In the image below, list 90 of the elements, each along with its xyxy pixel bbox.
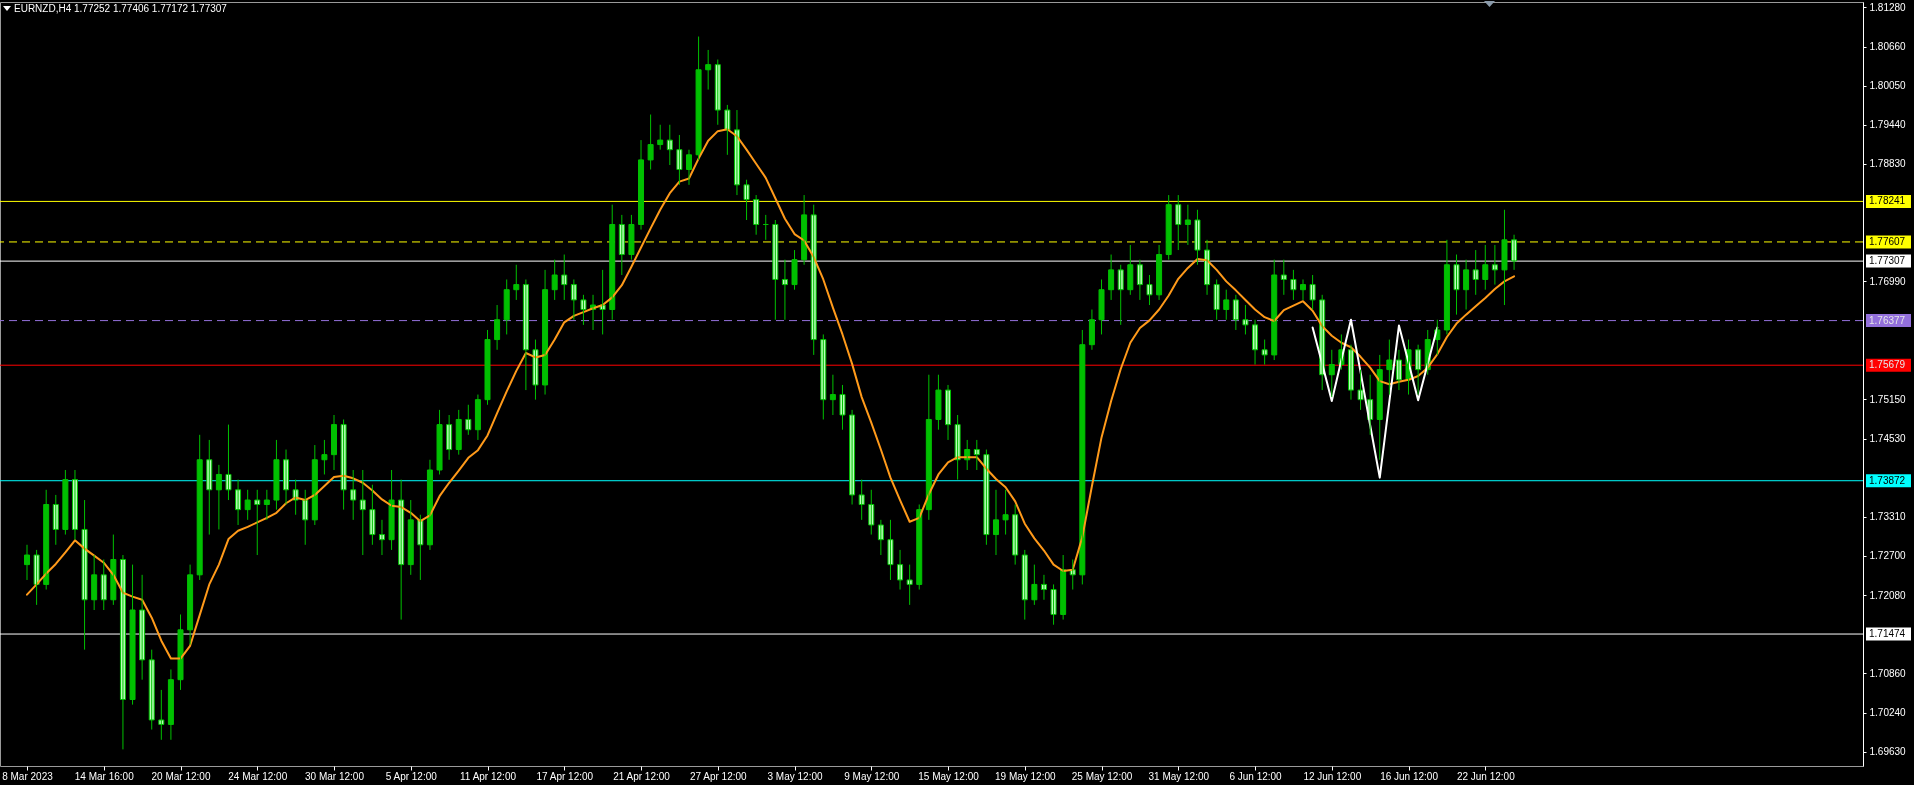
candlestick [273, 439, 280, 511]
candlestick [532, 339, 539, 401]
candlestick [1280, 259, 1287, 296]
candlestick [935, 374, 942, 431]
candlestick [1290, 269, 1297, 301]
x-tick-label: 21 Apr 12:00 [613, 770, 671, 782]
y-tick-label: 1.76990 [1869, 275, 1907, 287]
candlestick [321, 439, 328, 475]
candlestick [1098, 278, 1105, 335]
candlestick [1501, 209, 1508, 306]
candlestick [388, 469, 395, 551]
candlestick [1194, 209, 1201, 266]
candlestick [724, 104, 731, 156]
candlestick [1050, 583, 1057, 626]
ref-line-label: 1.78241 [1869, 195, 1906, 207]
x-tick-label: 11 Apr 12:00 [460, 770, 517, 782]
candlestick [1261, 339, 1268, 365]
x-tick-label: 17 Apr 12:00 [536, 770, 594, 782]
x-tick-label: 5 Apr 12:00 [385, 770, 438, 782]
ref-line-label: 1.71474 [1869, 628, 1906, 640]
candlestick [350, 469, 357, 521]
chart-title: EURNZD,H4 1.77252 1.77406 1.77172 1.77307 [14, 3, 228, 14]
candlestick [158, 689, 165, 741]
y-tick-label: 1.69630 [1869, 746, 1907, 758]
y-tick-label: 1.78830 [1869, 158, 1907, 170]
x-tick-label: 15 May 12:00 [918, 770, 980, 782]
candlestick [484, 329, 491, 406]
y-tick-label: 1.74530 [1869, 433, 1907, 445]
x-tick-label: 25 May 12:00 [1071, 770, 1133, 782]
x-tick-label: 22 Jun 12:00 [1456, 770, 1516, 782]
y-tick-label: 1.81280 [1869, 1, 1907, 13]
candlestick [1146, 274, 1153, 306]
candlestick [129, 564, 136, 706]
candlestick [369, 484, 376, 546]
candlestick [676, 134, 683, 186]
candlestick [906, 564, 913, 606]
candlestick [254, 489, 261, 556]
candlestick [62, 469, 69, 536]
x-tick-label: 31 May 12:00 [1148, 770, 1210, 782]
candlestick [225, 424, 232, 501]
candlestick [1242, 304, 1249, 335]
candlestick [81, 499, 88, 651]
candlestick [695, 36, 702, 161]
x-tick-label: 30 Mar 12:00 [305, 770, 365, 782]
candlestick [1002, 489, 1009, 536]
x-tick-label: 6 Jun 12:00 [1229, 770, 1283, 782]
candlestick [657, 124, 664, 151]
line-series [1311, 318, 1439, 479]
ref-line-label: 1.73872 [1869, 474, 1906, 486]
candlestick [983, 449, 990, 546]
x-tick-label: 24 Mar 12:00 [228, 770, 288, 782]
candlestick [580, 294, 587, 326]
x-tick-label: 3 May 12:00 [767, 770, 823, 782]
x-tick-label: 19 May 12:00 [994, 770, 1057, 782]
candlestick [628, 214, 635, 261]
candlestick [887, 519, 894, 581]
ref-line-label: 1.76377 [1869, 314, 1906, 326]
x-tick-label: 12 Jun 12:00 [1303, 770, 1362, 782]
y-tick-label: 1.75150 [1869, 393, 1907, 405]
candlestick [1453, 254, 1460, 316]
y-tick-label: 1.70240 [1869, 707, 1907, 719]
ref-line-label: 1.75679 [1869, 359, 1906, 371]
candlestick [743, 179, 750, 221]
ref-line-label: 1.77307 [1869, 255, 1906, 267]
candlestick [177, 613, 184, 691]
x-tick-label: 20 Mar 12:00 [151, 770, 211, 782]
ref-line-label: 1.77607 [1869, 235, 1906, 247]
candlestick [1309, 274, 1316, 311]
candlestick [839, 384, 846, 431]
candlestick [647, 114, 654, 170]
candlestick [340, 418, 347, 511]
candlestick [417, 514, 424, 581]
x-tick-label: 8 Mar 2023 [2, 770, 54, 782]
x-tick-label: 9 May 12:00 [844, 770, 900, 782]
y-tick-label: 1.79440 [1869, 119, 1907, 131]
candlestick [436, 409, 443, 475]
candlestick [1031, 564, 1038, 606]
x-tick-label: 16 Jun 12:00 [1380, 770, 1439, 782]
y-tick-label: 1.80660 [1869, 41, 1907, 53]
y-tick-label: 1.70860 [1869, 667, 1907, 679]
y-tick-label: 1.72080 [1869, 589, 1907, 601]
y-tick-label: 1.73310 [1869, 511, 1907, 523]
candlestick [954, 414, 961, 481]
y-tick-label: 1.72700 [1869, 550, 1907, 562]
x-tick-label: 27 Apr 12:00 [689, 770, 748, 782]
y-tick-label: 1.80050 [1869, 80, 1907, 92]
candlestick [791, 249, 798, 291]
x-tick-label: 14 Mar 16:00 [74, 770, 135, 782]
candlestick [33, 549, 40, 606]
candlestick [1357, 369, 1364, 411]
